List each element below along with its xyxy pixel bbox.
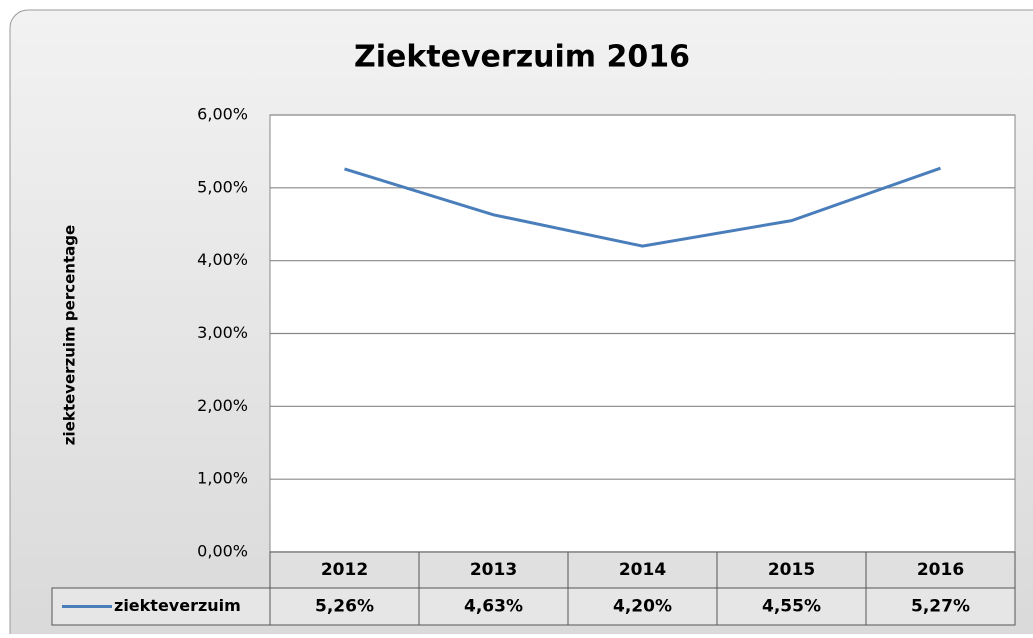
legend-label: ziekteverzuim [114,596,241,615]
x-tick-label: 2012 [321,560,368,580]
x-tick-label: 2013 [470,560,517,580]
x-tick-label: 2016 [917,560,964,580]
series-line [344,166,941,248]
y-tick-label: 1,00% [197,469,248,488]
x-tick-label: 2014 [619,560,666,580]
table-row [51,587,1016,626]
y-tick-label: 0,00% [197,542,248,561]
data-label: 5,27% [911,597,970,617]
chart-title: Ziekteverzuim 2016 [354,40,690,75]
y-tick-label: 6,00% [197,105,248,124]
data-label: 4,55% [762,597,821,617]
data-label: 4,63% [464,597,523,617]
table-header [269,551,1016,589]
y-tick-label: 5,00% [197,177,248,196]
data-label: 5,26% [315,597,374,617]
y-tick-label: 4,00% [197,250,248,269]
y-axis-label: ziekteverzuim percentage [61,225,79,445]
data-label: 4,20% [613,597,672,617]
x-tick-label: 2015 [768,560,815,580]
y-tick-label: 2,00% [197,396,248,415]
y-tick-label: 3,00% [197,323,248,342]
